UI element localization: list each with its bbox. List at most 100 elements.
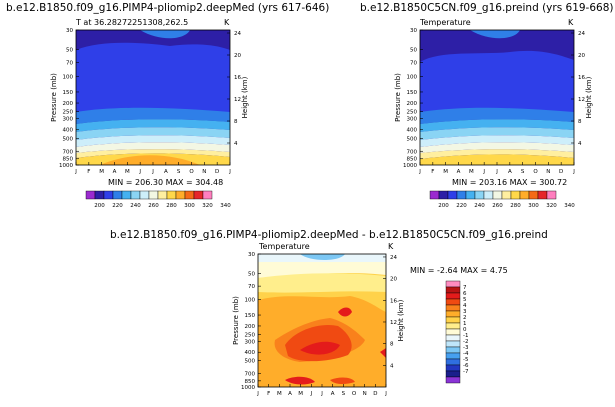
right-colorbar-box	[510, 190, 521, 200]
right-y-tick-label: 100	[407, 74, 418, 80]
diff-panel-title: b.e12.B1850.f09_g16.PIMP4-pliomip2.deepM…	[110, 229, 548, 241]
right-x-tick-label: M	[443, 169, 448, 175]
left-x-tick-label: M	[125, 169, 130, 175]
right-y-tick-label: 400	[407, 128, 418, 134]
left-x-tick-label: J	[74, 169, 77, 175]
diff-colorbar-label: 0	[463, 327, 467, 333]
left-x-tick-label: A	[164, 169, 168, 175]
left-colorbar-box	[193, 190, 204, 200]
left-y-tick-label: 50	[66, 48, 73, 54]
left-band-3	[76, 127, 230, 140]
right-y-tick-label: 50	[410, 48, 417, 54]
left-height-tick-label: 4	[234, 141, 238, 147]
left-colorbar-label: 200	[94, 203, 105, 209]
right-x-tick-label: J	[482, 169, 485, 175]
diff-y-tick-label: 30	[248, 252, 255, 258]
diff-colorbar-box	[445, 358, 461, 366]
left-colorbar-label: 300	[184, 203, 195, 209]
right-colorbar-label: 280	[510, 203, 521, 209]
left-y-tick-label: 300	[63, 117, 74, 123]
left-band-mid	[76, 42, 230, 115]
right-colorbar-label: 220	[456, 203, 467, 209]
right-colorbar-box	[429, 190, 440, 200]
diff-x-tick-label: M	[277, 391, 282, 397]
diff-panel-unit: K	[388, 242, 394, 251]
right-height-tick-label: 20	[578, 53, 585, 59]
diff-x-tick-label: D	[373, 391, 377, 397]
diff-colorbar-label: 2	[463, 315, 467, 321]
left-x-tick-label: J	[228, 169, 231, 175]
right-y-tick-label: 300	[407, 117, 418, 123]
diff-y-tick-label: 150	[245, 313, 256, 319]
diff-y-tick-label: 70	[248, 284, 255, 290]
diff-ylabel: Pressure (mb)	[232, 296, 240, 345]
left-height-tick-label: 12	[234, 97, 241, 103]
diff-y-tick-label: 50	[248, 271, 255, 277]
left-heatmap	[76, 30, 230, 165]
right-panel-title: b.e12.B1850C5CN.f09_g16.preind (yrs 619-…	[360, 2, 614, 14]
left-y-tick-label: 250	[63, 110, 74, 116]
left-colorbar-label: 240	[130, 203, 141, 209]
right-y-tick-label: 30	[410, 28, 417, 34]
left-panel-subtitle: T at 36.28272251308,262.5	[76, 18, 189, 27]
diff-height-tick-label: 8	[390, 342, 394, 348]
right-ylabel: Pressure (mb)	[394, 73, 402, 122]
diff-colorbar-box	[445, 352, 461, 360]
diff-colorbar-box	[445, 280, 461, 288]
right-x-tick-label: O	[533, 169, 538, 175]
diff-red-deep	[300, 341, 340, 355]
left-height-tick-label: 8	[234, 119, 238, 125]
left-x-tick-label: O	[189, 169, 194, 175]
diff-band-2	[258, 273, 386, 293]
right-x-tick-label: J	[572, 169, 575, 175]
axes-and-colorbars: J F M A M J J A S O N D J305070100150200250300400500…	[50, 28, 593, 397]
diff-colorbar-box	[445, 298, 461, 306]
right-height-tick-label: 24	[578, 31, 585, 37]
right-colorbar-box	[546, 190, 557, 200]
right-x-tick-label: N	[546, 169, 550, 175]
left-x-tick-label: D	[215, 169, 219, 175]
diff-height-tick-label: 24	[390, 255, 397, 261]
right-colorbar-box	[519, 190, 530, 200]
left-colorbar-label: 260	[148, 203, 159, 209]
right-colorbar-box	[456, 190, 467, 200]
right-y-tick-label: 500	[407, 136, 418, 142]
diff-colorbar-label: -2	[463, 339, 468, 345]
diff-ylabel-right: Height (km)	[397, 299, 405, 341]
left-y-tick-label: 100	[63, 74, 74, 80]
diff-colorbar-label: 5	[463, 297, 467, 303]
right-band-top-light	[470, 30, 520, 39]
left-ylabel: Pressure (mb)	[50, 73, 58, 122]
diff-x-tick-label: J	[256, 391, 259, 397]
left-height-tick-label: 24	[234, 31, 241, 37]
diff-red-bottom2	[330, 377, 355, 385]
right-panel-unit: K	[568, 18, 574, 27]
right-ylabel-right: Height (km)	[585, 76, 593, 118]
left-colorbar-label: 280	[166, 203, 177, 209]
left-y-tick-label: 30	[66, 28, 73, 34]
left-colorbar-box	[103, 190, 114, 200]
left-x-tick-label: S	[177, 169, 181, 175]
right-x-tick-label: A	[457, 169, 461, 175]
left-colorbar-box	[175, 190, 186, 200]
diff-colorbar-box	[445, 376, 461, 384]
left-band-top-light	[140, 30, 190, 39]
right-y-tick-label: 200	[407, 101, 418, 107]
left-x-tick-label: N	[202, 169, 206, 175]
diff-red-edge	[380, 348, 386, 358]
right-colorbar-box	[492, 190, 503, 200]
diff-y-tick-label: 700	[245, 371, 256, 377]
right-panel-subtitle: Temperature	[420, 18, 471, 27]
left-colorbar-box	[130, 190, 141, 200]
left-y-tick-label: 200	[63, 101, 74, 107]
diff-y-tick-label: 500	[245, 359, 256, 365]
left-colorbar-box	[202, 190, 213, 200]
diff-y-tick-label: 400	[245, 350, 256, 356]
diff-colorbar-label: -3	[463, 345, 469, 351]
left-band-4	[76, 135, 230, 147]
diff-colorbar-label: -7	[463, 369, 469, 375]
diff-colorbar-box	[445, 316, 461, 324]
right-x-tick-label: J	[495, 169, 498, 175]
diff-x-tick-label: J	[320, 391, 323, 397]
left-x-tick-label: F	[87, 169, 90, 175]
